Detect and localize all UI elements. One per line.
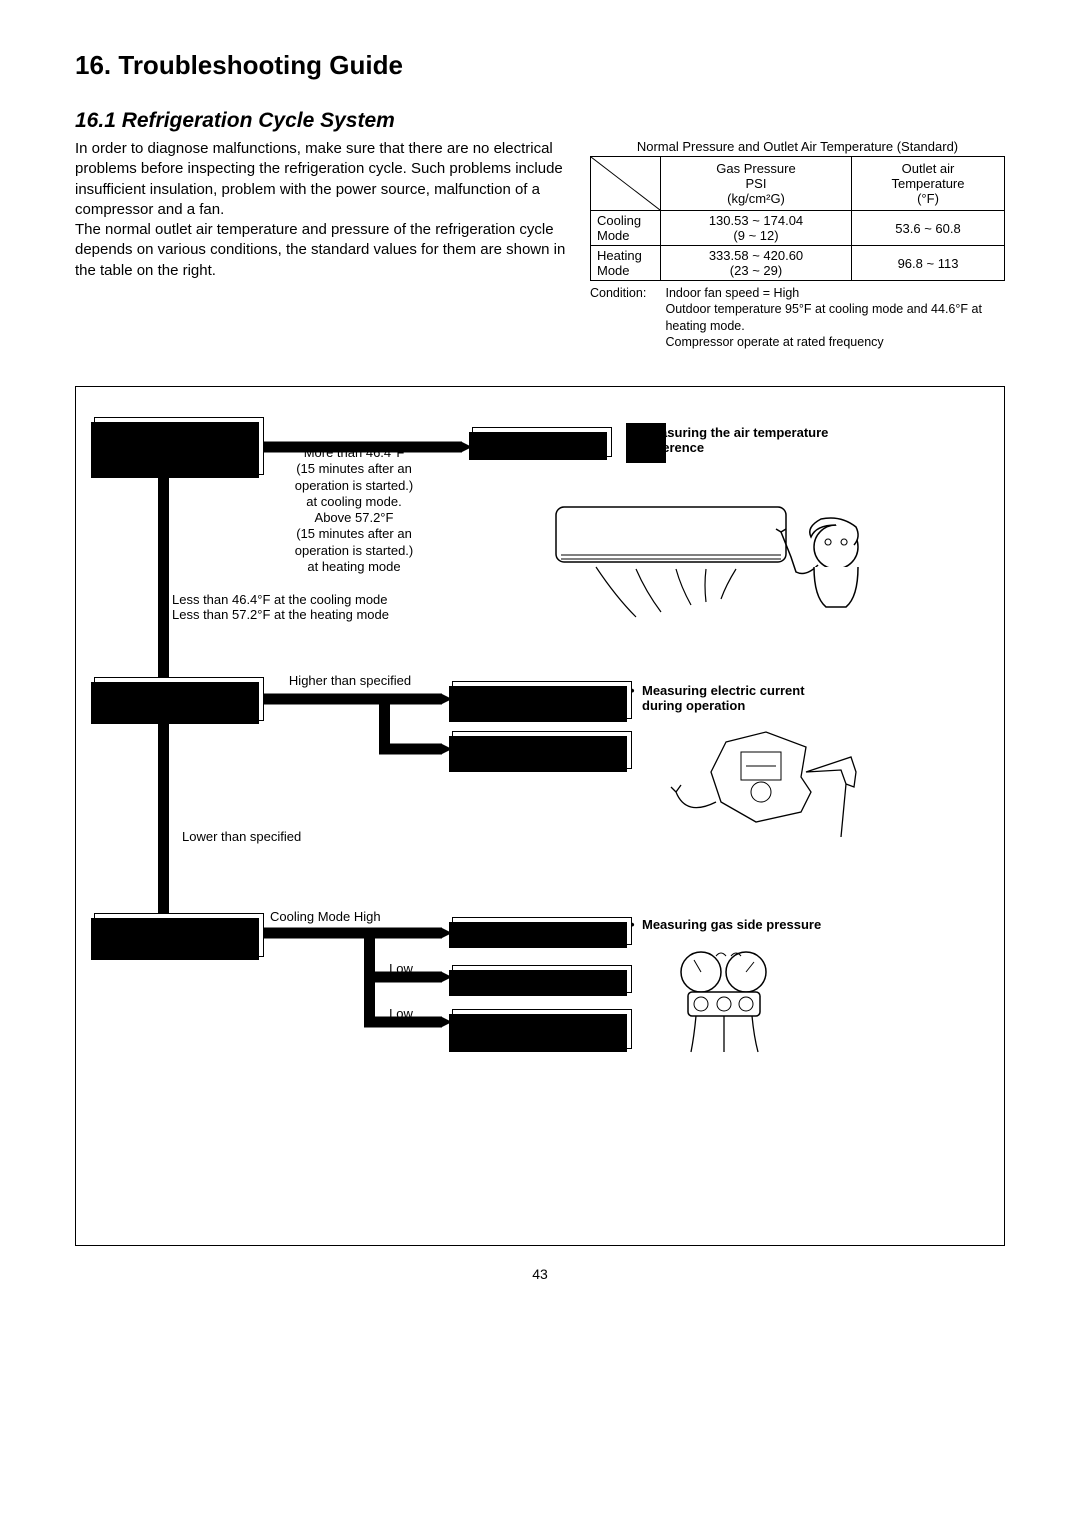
arrow-branch3-icon	[264, 927, 454, 1037]
label-cooling-high: Cooling Mode High	[270, 909, 440, 924]
table-row: Heating Mode 333.58 ~ 420.60(23 ~ 29) 96…	[591, 246, 1005, 281]
table-row: Cooling Mode 130.53 ~ 174.04(9 ~ 12) 53.…	[591, 211, 1005, 246]
box-clogged: Clogged strainer orcapillary tube	[452, 1009, 632, 1049]
page-number: 43	[75, 1266, 1005, 1282]
diagonal-header-cell	[591, 157, 661, 211]
vertical-connector-icon	[158, 721, 170, 917]
row-pressure: 130.53 ~ 174.04(9 ~ 12)	[661, 211, 852, 246]
illustration-current-meter	[656, 722, 866, 852]
sub-title: 16.1 Refrigeration Cycle System	[75, 109, 1005, 133]
illustration-gas-gauges	[646, 942, 846, 1072]
condition-block: Condition: Indoor fan speed = HighOutdoo…	[590, 285, 1005, 350]
box-excess: Excessive amountof refrigerant	[452, 731, 632, 769]
main-title: 16. Troubleshooting Guide	[75, 50, 1005, 81]
bullet-air-temp: Measuring the air temperaturedifference	[642, 425, 902, 455]
box-inefficient: Inefficient compressor	[452, 917, 632, 945]
bullet-gas: Measuring gas side pressure	[642, 917, 882, 932]
standard-table: Gas PressurePSI(kg/cm²G) Outlet airTempe…	[590, 156, 1005, 281]
box-insufficient: Insufficient refrigerant	[452, 965, 632, 993]
row-temp: 96.8 ~ 113	[852, 246, 1005, 281]
row-pressure: 333.58 ~ 420.60(23 ~ 29)	[661, 246, 852, 281]
label-lower: Lower than specified	[182, 829, 342, 844]
condition-text: Indoor fan speed = HighOutdoor temperatu…	[665, 285, 995, 350]
label-more-than: More than 46.4°F(15 minutes after anoper…	[274, 445, 434, 575]
box-dusty: Dusty condenserpreventing heat radiation	[452, 681, 632, 719]
row-mode: Cooling Mode	[591, 211, 661, 246]
label-less-than: Less than 46.4°F at the cooling modeLess…	[172, 592, 432, 622]
bullet-current: Measuring electric currentduring operati…	[642, 683, 882, 713]
condition-label: Condition:	[590, 285, 662, 301]
intro-text: In order to diagnose malfunctions, make …	[75, 139, 574, 281]
col-header-temp: Outlet airTemperature(°F)	[852, 157, 1005, 211]
arrow-branch-icon	[264, 693, 454, 753]
row-temp: 53.6 ~ 60.8	[852, 211, 1005, 246]
box-gas: Gas sidepressure	[94, 913, 264, 957]
vertical-connector-icon	[158, 475, 170, 681]
row-mode: Heating Mode	[591, 246, 661, 281]
illustration-air-measure	[546, 477, 896, 627]
box-difference: Difference in the intakeand outletair te…	[94, 417, 264, 475]
table-caption: Normal Pressure and Outlet Air Temperatu…	[590, 139, 1005, 154]
flowchart-container: Difference in the intakeand outletair te…	[75, 386, 1005, 1246]
label-higher: Higher than specified	[270, 673, 430, 688]
box-current: Value of electriccurrent during operatio…	[94, 677, 264, 721]
arrow-icon	[264, 442, 474, 452]
box-normal: Normal	[472, 427, 612, 457]
col-header-pressure: Gas PressurePSI(kg/cm²G)	[661, 157, 852, 211]
